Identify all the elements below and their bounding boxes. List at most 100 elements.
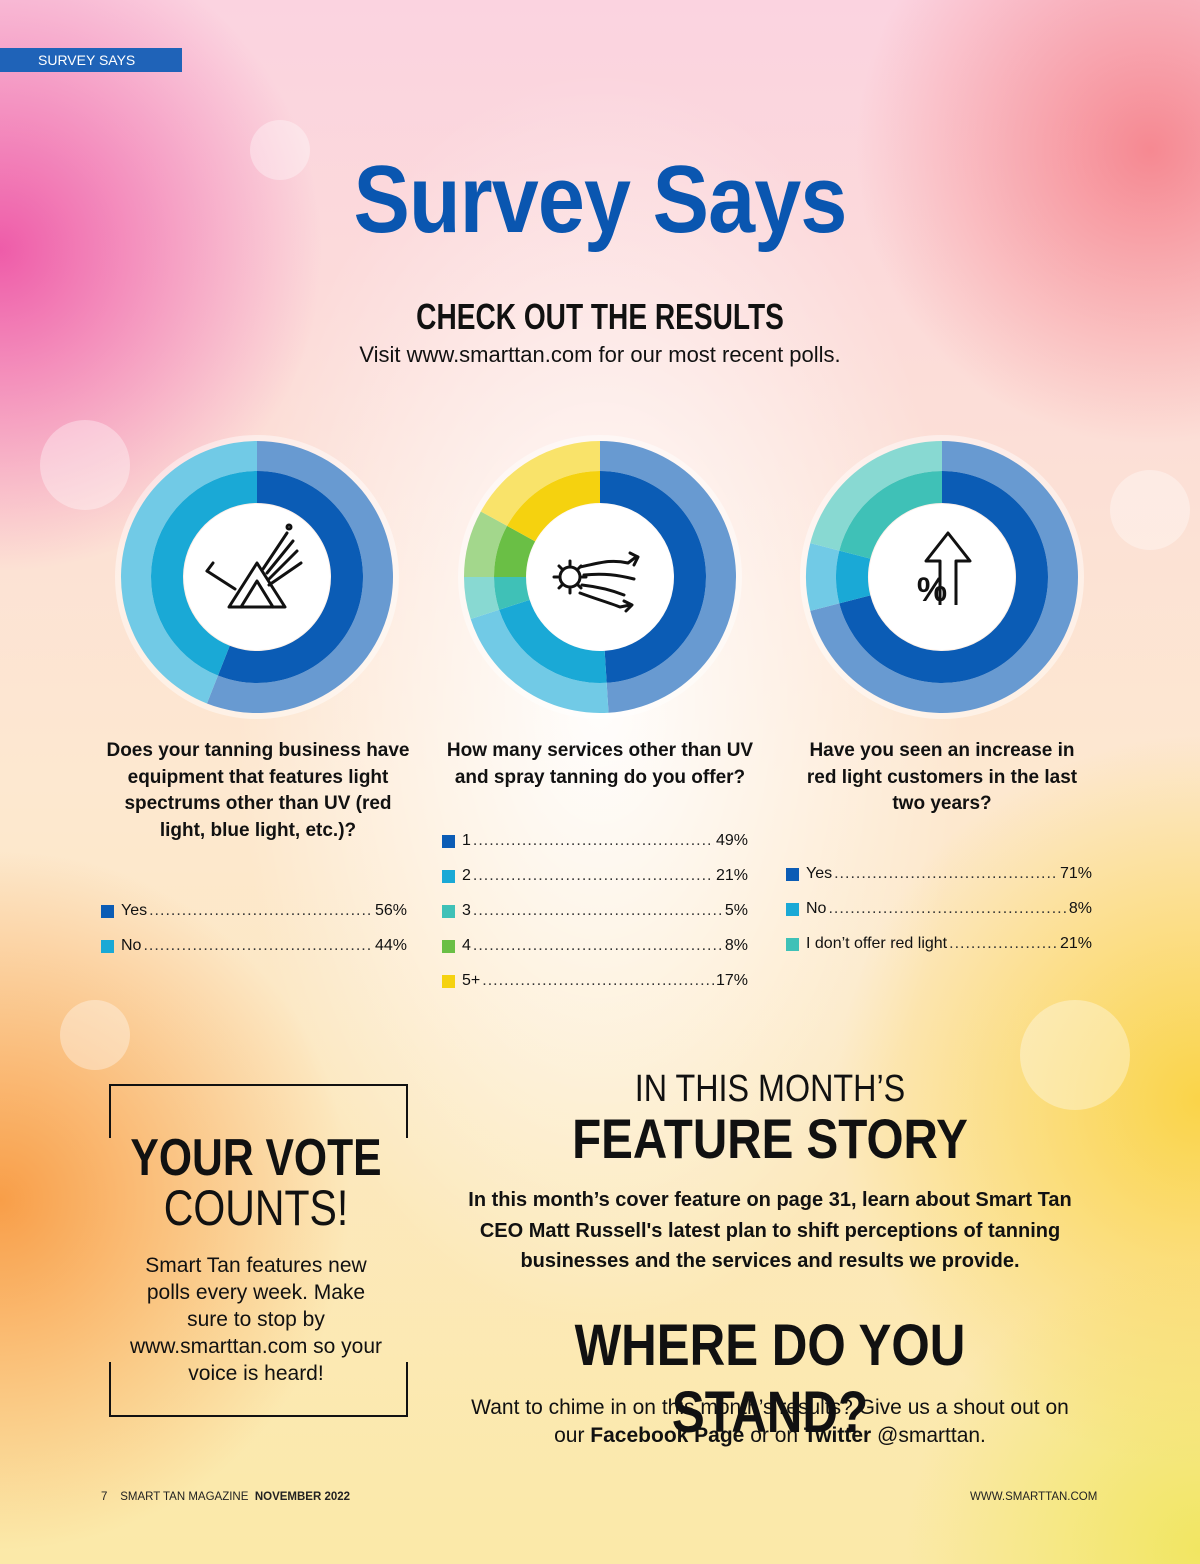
- bokeh-light: [250, 120, 310, 180]
- legend-leader-dots: ........................................…: [828, 900, 1067, 917]
- legend-value: 49%: [715, 832, 748, 849]
- donut-slice-outer-1: [600, 441, 737, 713]
- legend-label: 3: [462, 902, 471, 919]
- legend-1: Yes.....................................…: [101, 901, 407, 961]
- donut-slice-outer-Yes: [206, 441, 393, 713]
- donut-slice-Yes: [839, 471, 1048, 683]
- legend-label: No: [121, 937, 142, 954]
- legend-swatch: [442, 974, 455, 988]
- legend-value: 17%: [715, 972, 748, 989]
- airflow-gears-icon: [552, 551, 640, 613]
- donut-chart-1: [115, 435, 399, 719]
- page-subtitle: CHECK OUT THE RESULTS: [416, 296, 784, 337]
- magazine-name: SMART TAN MAGAZINE: [120, 1491, 249, 1503]
- donut-slice-1: [600, 471, 706, 683]
- page-title: Survey Says: [353, 146, 848, 253]
- legend-item: No......................................…: [786, 899, 1092, 919]
- legend-item: 3.......................................…: [442, 901, 748, 921]
- legend-item: 1.......................................…: [442, 831, 748, 851]
- stand-text-after: @smarttan.: [877, 1424, 986, 1447]
- legend-value: 21%: [715, 867, 748, 884]
- legend-item: I don’t offer red light.................…: [786, 934, 1092, 954]
- donut-slice-outer-I don’t offer red light: [810, 441, 942, 551]
- donut-slice-4: [494, 525, 536, 577]
- legend-value: 44%: [374, 937, 407, 954]
- legend-item: 4.......................................…: [442, 936, 748, 956]
- legend-swatch: [101, 904, 114, 918]
- donut-chart-2: [458, 435, 742, 719]
- vote-title: YOUR VOTE: [130, 1129, 382, 1187]
- legend-item: Yes.....................................…: [786, 864, 1092, 884]
- section-tab: SURVEY SAYS: [0, 48, 182, 72]
- legend-value: 56%: [374, 902, 407, 919]
- issue-date: NOVEMBER 2022: [254, 1491, 351, 1503]
- page-number: 7: [101, 1491, 108, 1503]
- vote-text: Smart Tan features new polls every week.…: [129, 1254, 383, 1385]
- legend-label: No: [806, 900, 827, 917]
- legend-label: 1: [462, 832, 471, 849]
- legend-value: 71%: [1059, 865, 1092, 882]
- donut-slice-5+: [507, 471, 600, 542]
- legend-leader-dots: ........................................…: [482, 972, 714, 989]
- donut-slice-outer-2: [470, 609, 609, 713]
- legend-label: 2: [462, 867, 471, 884]
- percent-increase-arrow-icon: %: [917, 531, 972, 609]
- stand-text-before: Want to chime in on this month’s results…: [471, 1396, 1069, 1447]
- legend-label: Yes: [121, 902, 148, 919]
- legend-leader-dots: ........................................…: [149, 902, 373, 919]
- legend-swatch: [786, 902, 799, 916]
- donut-chart-3: %: [800, 435, 1084, 719]
- legend-leader-dots: ........................................…: [143, 937, 373, 954]
- legend-value: 8%: [724, 937, 748, 954]
- legend-value: 5%: [724, 902, 748, 919]
- vote-box: [109, 1084, 408, 1417]
- bokeh-light: [40, 420, 130, 510]
- facebook-link[interactable]: Facebook Page: [590, 1424, 745, 1447]
- legend-value: 21%: [1059, 935, 1092, 952]
- donut-slice-2: [499, 599, 607, 683]
- question-2: How many services other than UV and spra…: [446, 740, 754, 788]
- legend-leader-dots: ........................................…: [834, 865, 1058, 882]
- legend-leader-dots: ........................................…: [472, 867, 714, 884]
- legend-swatch: [442, 939, 455, 953]
- legend-label: Yes: [806, 865, 833, 882]
- legend-label: I don’t offer red light: [806, 935, 948, 952]
- legend-leader-dots: ........................................…: [472, 937, 723, 954]
- donut-slice-No: [836, 550, 871, 604]
- legend-3: Yes.....................................…: [786, 864, 1092, 964]
- visit-text: Visit www.smarttan.com for our most rece…: [359, 342, 841, 367]
- legend-2: 1.......................................…: [442, 831, 748, 1001]
- legend-leader-dots: ........................................…: [472, 902, 723, 919]
- feature-pretitle: IN THIS MONTH’S: [634, 1068, 906, 1110]
- bokeh-light: [60, 1000, 130, 1070]
- donut-slice-Yes: [217, 471, 363, 683]
- donut-slice-outer-No: [806, 543, 840, 611]
- footer-website[interactable]: WWW.SMARTTAN.COM: [970, 1491, 1098, 1503]
- feature-text: In this month’s cover feature on page 31…: [468, 1189, 1072, 1272]
- bokeh-light: [1020, 1000, 1130, 1110]
- legend-swatch: [442, 869, 455, 883]
- feature-title: FEATURE STORY: [572, 1107, 968, 1170]
- donut-slice-I don’t offer red light: [839, 471, 942, 559]
- bokeh-light: [1110, 470, 1190, 550]
- question-3: Have you seen an increase in red light c…: [806, 740, 1078, 814]
- svg-text:%: %: [917, 571, 947, 609]
- legend-swatch: [442, 904, 455, 918]
- legend-value: 8%: [1068, 900, 1092, 917]
- legend-leader-dots: ........................................…: [949, 935, 1058, 952]
- question-1: Does your tanning business have equipmen…: [106, 740, 410, 841]
- legend-label: 5+: [462, 972, 481, 989]
- bracket-bottom: [109, 1362, 408, 1417]
- donut-slice-outer-4: [464, 511, 508, 577]
- legend-item: No......................................…: [101, 936, 407, 956]
- donut-slice-No: [150, 471, 257, 676]
- vote-title-counts: COUNTS!: [163, 1180, 349, 1236]
- donut-slice-outer-5+: [480, 441, 600, 526]
- legend-swatch: [786, 937, 799, 951]
- twitter-link[interactable]: Twitter: [803, 1424, 872, 1447]
- prism-light-icon: [205, 523, 303, 609]
- legend-swatch: [101, 939, 114, 953]
- donut-slice-3: [494, 577, 530, 610]
- footer-left: 7 SMART TAN MAGAZINE NOVEMBER 2022: [101, 1491, 350, 1503]
- legend-label: 4: [462, 937, 471, 954]
